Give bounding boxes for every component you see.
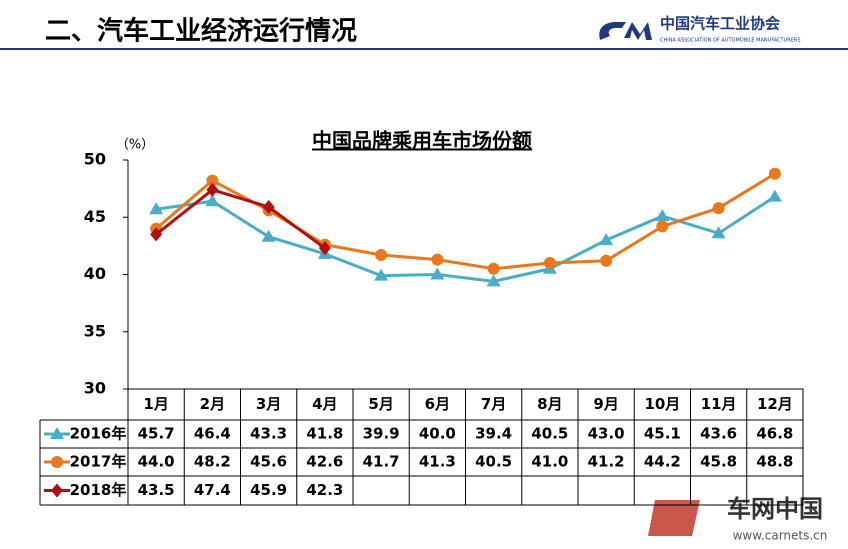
table-cell: 42.3 [306, 481, 343, 499]
y-tick-label: 45 [84, 207, 106, 226]
table-cell: 41.3 [419, 453, 456, 471]
table-cell: 41.8 [306, 425, 343, 443]
table-cell: 43.3 [250, 425, 287, 443]
marker [767, 189, 782, 202]
legend-marker [51, 483, 63, 498]
table-cell: 45.9 [250, 481, 287, 499]
x-tick-label: 9月 [593, 395, 618, 413]
x-tick-label: 6月 [425, 395, 450, 413]
watermark-logo [648, 500, 700, 536]
series-line [155, 195, 776, 283]
table-cell: 42.6 [306, 453, 343, 471]
table-cell: 41.7 [363, 453, 400, 471]
marker [149, 202, 164, 215]
table-cell: 44.0 [138, 453, 175, 471]
marker [150, 227, 163, 242]
x-tick-label: 7月 [481, 395, 506, 413]
legend-label: 2016年 [70, 425, 127, 443]
x-tick-label: 4月 [312, 395, 337, 413]
table-cell: 44.2 [644, 453, 681, 471]
table-cell: 39.4 [475, 425, 512, 443]
table-cell: 46.8 [756, 425, 793, 443]
y-tick-label: 35 [84, 321, 106, 340]
watermark-url: www.carnets.cn [733, 529, 828, 543]
table-cell: 45.8 [700, 453, 737, 471]
org-name: 中国汽车工业协会 [660, 15, 780, 33]
chart-title: 中国品牌乘用车市场份额 [312, 129, 532, 153]
marker [712, 202, 725, 215]
marker [261, 229, 276, 242]
table-cell: 48.8 [756, 453, 793, 471]
y-unit: （%） [116, 138, 154, 153]
slide-title: 二、汽车工业经济运行情况 [45, 16, 357, 47]
marker [600, 254, 613, 267]
legend-marker [51, 456, 63, 468]
marker [431, 253, 444, 266]
x-tick-label: 8月 [537, 395, 562, 413]
marker [655, 209, 670, 222]
marker [318, 241, 331, 256]
legend-label: 2018年 [70, 481, 127, 499]
marker [487, 262, 500, 275]
x-tick-label: 12月 [757, 395, 793, 413]
table-cell: 40.0 [419, 425, 456, 443]
marker [486, 274, 501, 287]
x-tick-label: 10月 [644, 395, 680, 413]
marker [206, 182, 219, 197]
x-tick-label: 11月 [701, 395, 737, 413]
table-cell: 41.0 [531, 453, 568, 471]
y-tick-label: 40 [84, 264, 106, 283]
legend-label: 2017年 [70, 453, 127, 471]
table-cell: 43.5 [138, 481, 175, 499]
marker [375, 249, 388, 262]
table-cell: 43.0 [588, 425, 625, 443]
table-cell: 41.2 [588, 453, 625, 471]
table-cell: 45.1 [644, 425, 681, 443]
table-cell: 45.6 [250, 453, 287, 471]
marker [599, 233, 614, 246]
table-cell: 39.9 [363, 425, 400, 443]
marker [262, 199, 275, 214]
org-name-en: CHINA ASSOCIATION OF AUTOMOBILE MANUFACT… [660, 38, 801, 44]
table-cell: 46.4 [194, 425, 231, 443]
table-cell: 40.5 [531, 425, 568, 443]
x-tick-label: 1月 [143, 395, 168, 413]
x-tick-label: 5月 [368, 395, 393, 413]
legend-marker [50, 427, 64, 439]
series-line [155, 188, 326, 250]
table-cell: 48.2 [194, 453, 231, 471]
marker [543, 257, 556, 270]
x-tick-label: 3月 [256, 395, 281, 413]
table-cell: 40.5 [475, 453, 512, 471]
marker [656, 220, 669, 233]
watermark-name: 车网中国 [727, 495, 823, 523]
marker [374, 268, 389, 281]
table-cell: 45.7 [138, 425, 175, 443]
y-tick-label: 50 [84, 150, 106, 169]
table-cell: 43.6 [700, 425, 737, 443]
x-tick-label: 2月 [200, 395, 225, 413]
logo [599, 22, 652, 40]
marker [711, 226, 726, 239]
marker [768, 167, 781, 180]
table-cell: 47.4 [194, 481, 231, 499]
marker [206, 174, 219, 187]
y-tick-label: 30 [84, 379, 106, 398]
marker [430, 267, 445, 280]
marker [205, 194, 220, 207]
